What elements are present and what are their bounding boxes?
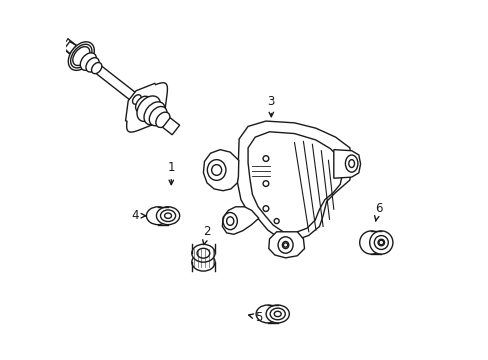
Ellipse shape — [282, 242, 288, 249]
Ellipse shape — [191, 244, 215, 262]
Circle shape — [274, 219, 279, 224]
Ellipse shape — [374, 235, 387, 249]
Polygon shape — [222, 207, 258, 234]
Ellipse shape — [156, 207, 179, 225]
Text: 3: 3 — [267, 95, 274, 117]
Text: 5: 5 — [248, 311, 262, 324]
Ellipse shape — [149, 107, 167, 126]
Polygon shape — [268, 232, 304, 258]
Ellipse shape — [137, 96, 160, 122]
Circle shape — [263, 206, 268, 211]
Ellipse shape — [144, 102, 165, 125]
Ellipse shape — [369, 231, 392, 254]
Circle shape — [283, 243, 287, 247]
Ellipse shape — [156, 112, 169, 127]
Ellipse shape — [226, 217, 233, 225]
Ellipse shape — [278, 237, 292, 253]
Circle shape — [263, 156, 268, 161]
Ellipse shape — [70, 44, 92, 68]
Polygon shape — [64, 42, 76, 54]
Polygon shape — [203, 150, 238, 191]
Ellipse shape — [345, 155, 357, 172]
Ellipse shape — [160, 210, 175, 221]
Ellipse shape — [359, 231, 382, 254]
Polygon shape — [163, 118, 179, 135]
Ellipse shape — [265, 305, 289, 323]
Ellipse shape — [348, 159, 354, 167]
Polygon shape — [333, 150, 360, 178]
Ellipse shape — [132, 95, 141, 104]
Ellipse shape — [211, 165, 221, 175]
Ellipse shape — [91, 63, 102, 74]
Ellipse shape — [80, 53, 96, 71]
Text: 2: 2 — [203, 225, 210, 245]
Ellipse shape — [191, 253, 215, 271]
Ellipse shape — [207, 159, 225, 180]
Ellipse shape — [377, 239, 384, 246]
Ellipse shape — [270, 308, 285, 320]
Text: 4: 4 — [132, 209, 145, 222]
Ellipse shape — [73, 47, 90, 66]
Ellipse shape — [68, 42, 94, 70]
Ellipse shape — [135, 96, 150, 112]
Polygon shape — [125, 83, 168, 132]
Circle shape — [378, 240, 383, 245]
Ellipse shape — [223, 212, 237, 230]
Ellipse shape — [256, 305, 279, 323]
Polygon shape — [237, 121, 351, 241]
Ellipse shape — [146, 207, 169, 225]
Ellipse shape — [274, 311, 281, 317]
Ellipse shape — [164, 213, 171, 219]
Ellipse shape — [197, 248, 209, 258]
Circle shape — [263, 181, 268, 186]
Text: 1: 1 — [167, 161, 175, 185]
Text: 6: 6 — [374, 202, 382, 221]
Ellipse shape — [86, 58, 99, 72]
